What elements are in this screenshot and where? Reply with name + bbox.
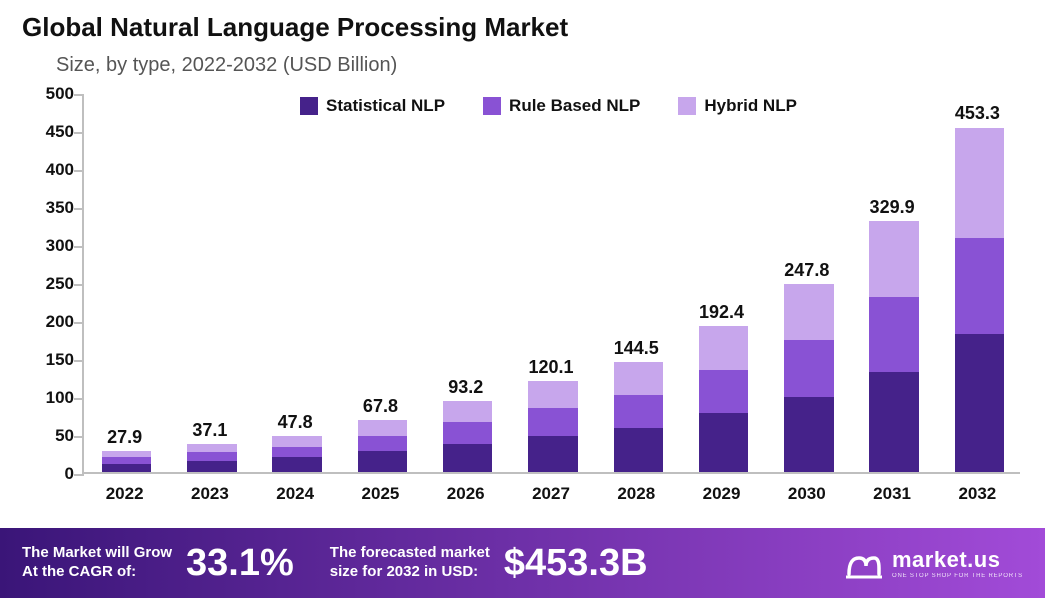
bar-total-label: 47.8 <box>278 412 313 433</box>
bar-segment <box>614 395 663 428</box>
x-tick-label: 2026 <box>447 484 485 504</box>
bar-segment <box>102 457 151 463</box>
bar-segment <box>614 428 663 472</box>
y-tick-label: 500 <box>34 84 74 104</box>
y-tick <box>74 322 84 324</box>
y-tick <box>74 208 84 210</box>
footer-banner: The Market will Grow At the CAGR of: 33.… <box>0 528 1045 598</box>
brand-logo-icon <box>846 546 882 580</box>
y-tick <box>74 360 84 362</box>
y-tick-label: 200 <box>34 312 74 332</box>
y-tick <box>74 132 84 134</box>
bar-segment <box>272 457 321 472</box>
bar-total-label: 453.3 <box>955 103 1000 124</box>
x-tick-label: 2029 <box>703 484 741 504</box>
bar-total-label: 120.1 <box>528 357 573 378</box>
bar-segment <box>784 340 833 397</box>
bar-segment <box>955 238 1004 334</box>
bar-total-label: 93.2 <box>448 377 483 398</box>
bar-segment <box>102 451 151 457</box>
bar-segment <box>869 297 918 372</box>
bar-segment <box>528 436 577 472</box>
cagr-label-line2: At the CAGR of: <box>22 563 172 582</box>
bar-total-label: 67.8 <box>363 396 398 417</box>
y-tick-label: 400 <box>34 160 74 180</box>
bar-segment <box>187 461 236 472</box>
page-title: Global Natural Language Processing Marke… <box>22 12 568 43</box>
bar-total-label: 192.4 <box>699 302 744 323</box>
bar-segment <box>869 372 918 472</box>
x-tick-label: 2023 <box>191 484 229 504</box>
forecast-label-line2: size for 2032 in USD: <box>330 563 490 582</box>
x-tick-label: 2025 <box>362 484 400 504</box>
bar-segment <box>699 370 748 414</box>
bar-segment <box>955 334 1004 472</box>
y-tick-label: 300 <box>34 236 74 256</box>
y-tick <box>74 474 84 476</box>
forecast-label-line1: The forecasted market <box>330 544 490 563</box>
bar-total-label: 247.8 <box>784 260 829 281</box>
bar-segment <box>272 447 321 458</box>
cagr-value: 33.1% <box>186 542 294 585</box>
bar-segment <box>699 413 748 472</box>
y-tick <box>74 94 84 96</box>
plot-area <box>82 94 1020 474</box>
y-tick-label: 0 <box>34 464 74 484</box>
bar-segment <box>955 128 1004 239</box>
bar-segment <box>528 381 577 408</box>
forecast-value: $453.3B <box>504 542 648 585</box>
bar-segment <box>272 436 321 447</box>
page-subtitle: Size, by type, 2022-2032 (USD Billion) <box>56 54 397 77</box>
bar-segment <box>358 420 407 436</box>
x-tick-label: 2022 <box>106 484 144 504</box>
bar-segment <box>358 451 407 472</box>
y-tick <box>74 284 84 286</box>
bar-segment <box>784 397 833 472</box>
bar-total-label: 37.1 <box>192 420 227 441</box>
brand-tagline: ONE STOP SHOP FOR THE REPORTS <box>892 573 1023 579</box>
bar-segment <box>358 436 407 451</box>
forecast-label: The forecasted market size for 2032 in U… <box>330 544 490 582</box>
bar-segment <box>443 422 492 443</box>
y-tick-label: 350 <box>34 198 74 218</box>
bar-segment <box>528 408 577 435</box>
bar-total-label: 329.9 <box>870 197 915 218</box>
y-tick <box>74 170 84 172</box>
y-tick-label: 50 <box>34 426 74 446</box>
y-tick-label: 150 <box>34 350 74 370</box>
bar-segment <box>614 362 663 395</box>
bar-segment <box>443 444 492 472</box>
brand-name: market.us <box>892 547 1000 573</box>
y-tick <box>74 398 84 400</box>
bar-segment <box>784 284 833 340</box>
chart-area: 05010015020025030035040045050027.9202237… <box>28 94 1028 512</box>
y-tick-label: 250 <box>34 274 74 294</box>
brand: market.us ONE STOP SHOP FOR THE REPORTS <box>846 546 1023 580</box>
y-tick-label: 100 <box>34 388 74 408</box>
bar-segment <box>869 221 918 296</box>
bar-segment <box>443 401 492 422</box>
cagr-label: The Market will Grow At the CAGR of: <box>22 544 172 582</box>
cagr-label-line1: The Market will Grow <box>22 544 172 563</box>
bar-total-label: 27.9 <box>107 427 142 448</box>
y-tick-label: 450 <box>34 122 74 142</box>
x-tick-label: 2024 <box>276 484 314 504</box>
x-tick-label: 2031 <box>873 484 911 504</box>
bar-segment <box>187 452 236 460</box>
bar-segment <box>699 326 748 370</box>
bar-total-label: 144.5 <box>614 338 659 359</box>
bar-segment <box>102 464 151 473</box>
x-tick-label: 2027 <box>532 484 570 504</box>
x-tick-label: 2028 <box>617 484 655 504</box>
bar-segment <box>187 444 236 453</box>
y-tick <box>74 436 84 438</box>
y-tick <box>74 246 84 248</box>
x-tick-label: 2032 <box>958 484 996 504</box>
x-tick-label: 2030 <box>788 484 826 504</box>
